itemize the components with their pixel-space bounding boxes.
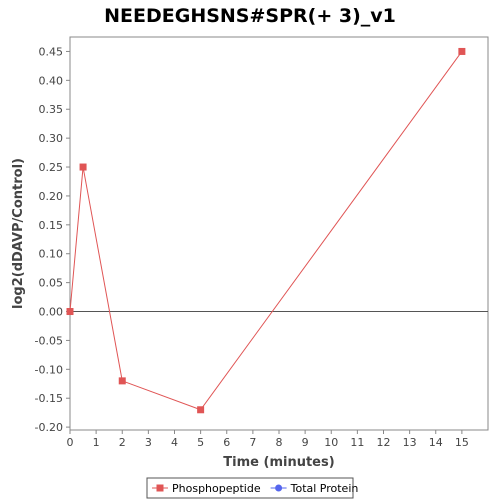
y-tick-label: -0.10 bbox=[35, 363, 63, 376]
x-tick-label: 3 bbox=[145, 436, 152, 449]
x-tick-label: 9 bbox=[302, 436, 309, 449]
legend-box bbox=[146, 477, 354, 499]
legend: Phosphopeptide Total Protein bbox=[146, 477, 359, 499]
x-axis-label: Time (minutes) bbox=[223, 455, 334, 470]
legend-square-marker-icon bbox=[156, 484, 164, 492]
x-axis: 0 1 2 3 4 5 6 7 8 9 10 11 12 13 14 15 bbox=[67, 430, 469, 449]
y-tick-label: -0.15 bbox=[35, 392, 63, 405]
x-tick-label: 11 bbox=[350, 436, 364, 449]
y-tick-label: -0.20 bbox=[35, 421, 63, 434]
chart-title: NEEDEGHSNS#SPR(+ 3)_v1 bbox=[104, 5, 396, 27]
x-tick-label: 7 bbox=[249, 436, 256, 449]
x-tick-label: 2 bbox=[119, 436, 126, 449]
y-tick-label: 0.25 bbox=[39, 161, 64, 174]
y-axis-label: log2(dDAVP/Control) bbox=[11, 158, 26, 309]
legend-circle-marker-icon bbox=[275, 484, 283, 492]
series-layer bbox=[66, 47, 466, 414]
x-tick-label: 4 bbox=[171, 436, 178, 449]
data-point bbox=[118, 377, 126, 385]
y-tick-label: 0.45 bbox=[39, 45, 64, 58]
y-axis: -0.20 -0.15 -0.10 -0.05 0.00 0.05 0.10 0.15 0.20… bbox=[35, 45, 70, 434]
x-tick-label: 13 bbox=[403, 436, 417, 449]
x-tick-label: 8 bbox=[276, 436, 283, 449]
y-tick-label: 0.35 bbox=[39, 103, 64, 116]
y-tick-label: 0.05 bbox=[39, 277, 64, 290]
x-tick-label: 0 bbox=[67, 436, 74, 449]
x-tick-label: 6 bbox=[223, 436, 230, 449]
legend-item: Phosphopeptide bbox=[152, 482, 261, 495]
y-tick-label: 0.00 bbox=[39, 306, 64, 319]
x-tick-label: 12 bbox=[377, 436, 391, 449]
y-tick-label: 0.20 bbox=[39, 190, 64, 203]
y-tick-label: 0.30 bbox=[39, 132, 64, 145]
x-tick-label: 15 bbox=[455, 436, 469, 449]
series-phosphopeptide bbox=[66, 47, 466, 414]
data-point bbox=[66, 308, 74, 316]
y-tick-label: 0.10 bbox=[39, 248, 64, 261]
data-point bbox=[79, 163, 87, 171]
legend-label: Phosphopeptide bbox=[172, 482, 261, 495]
y-tick-label: 0.15 bbox=[39, 219, 64, 232]
plot-area bbox=[69, 36, 489, 431]
y-tick-label: 0.40 bbox=[39, 74, 64, 87]
x-tick-label: 5 bbox=[197, 436, 204, 449]
legend-label: Total Protein bbox=[290, 482, 359, 495]
y-tick-label: -0.05 bbox=[35, 334, 63, 347]
x-tick-label: 14 bbox=[429, 436, 443, 449]
x-tick-label: 1 bbox=[93, 436, 100, 449]
data-point bbox=[458, 47, 466, 55]
legend-item: Total Protein bbox=[270, 482, 359, 495]
x-tick-label: 10 bbox=[324, 436, 338, 449]
data-point bbox=[197, 406, 205, 414]
